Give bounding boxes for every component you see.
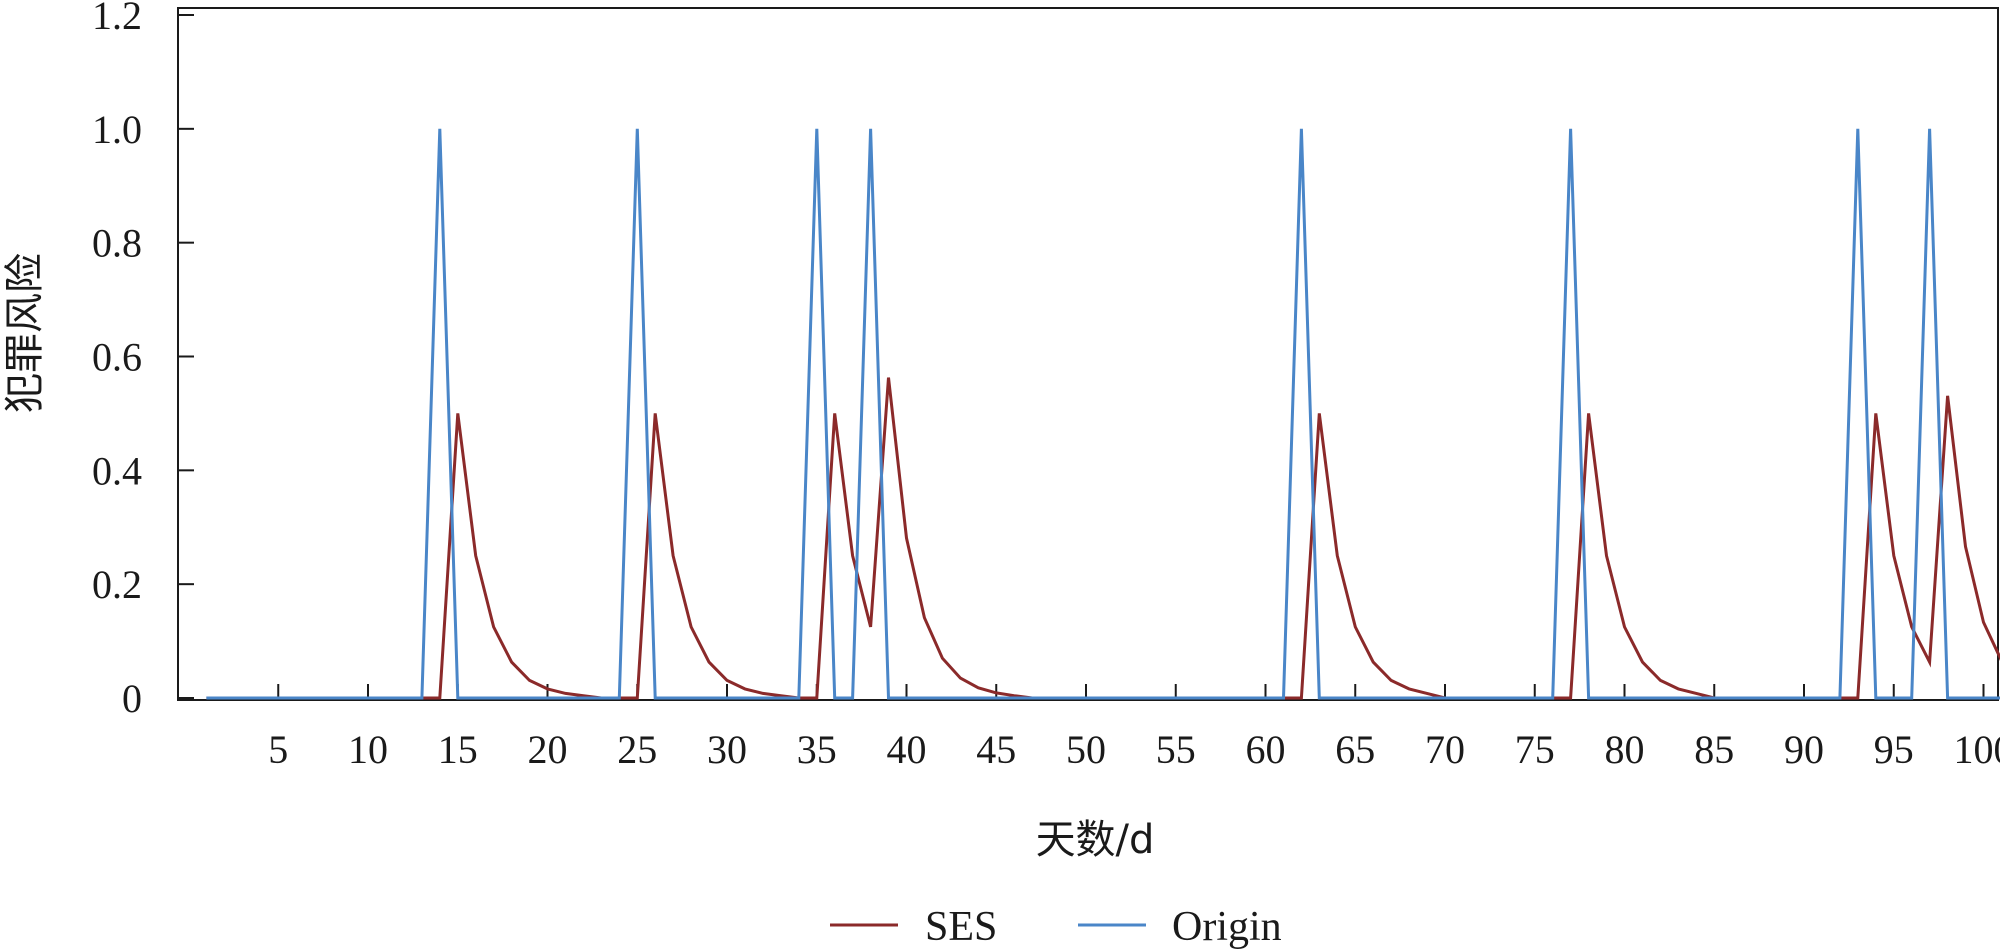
x-tick-label: 30 xyxy=(707,727,747,772)
x-tick-label: 100 xyxy=(1954,727,2000,772)
x-tick-label: 25 xyxy=(617,727,657,772)
x-tick-label: 50 xyxy=(1066,727,1106,772)
x-tick-label: 20 xyxy=(528,727,568,772)
legend: SES Origin xyxy=(830,904,1282,950)
x-tick-label: 70 xyxy=(1425,727,1465,772)
y-tick-label: 0 xyxy=(122,676,142,721)
x-tick-label: 60 xyxy=(1246,727,1286,772)
tick-labels: 5 10 15 20 25 30 35 40 45 50 55 60 65 70 75 80 85 90 95 10 0… xyxy=(92,0,2000,772)
y-axis-title: 犯罪风险 xyxy=(2,253,48,413)
x-tick-label: 75 xyxy=(1515,727,1555,772)
y-tick-label: 0.8 xyxy=(92,221,142,266)
series-origin-line xyxy=(206,128,2000,700)
x-tick-label: 10 xyxy=(348,727,388,772)
x-tick-label: 65 xyxy=(1335,727,1375,772)
x-tick-label: 95 xyxy=(1874,727,1914,772)
legend-label-origin: Origin xyxy=(1172,904,1282,950)
x-tick-label: 5 xyxy=(268,727,288,772)
legend-label-ses: SES xyxy=(925,904,997,950)
x-tick-label: 85 xyxy=(1694,727,1734,772)
x-tick-label: 35 xyxy=(797,727,837,772)
y-tick-label: 0.6 xyxy=(92,335,142,380)
x-tick-label: 45 xyxy=(976,727,1016,772)
x-tick-label: 55 xyxy=(1156,727,1196,772)
series-ses-line xyxy=(206,377,2000,700)
y-tick-label: 0.2 xyxy=(92,562,142,607)
x-tick-label: 80 xyxy=(1605,727,1645,772)
plot-series xyxy=(206,128,2000,700)
x-tick-label: 90 xyxy=(1784,727,1824,772)
axes xyxy=(177,7,1999,701)
y-tick-label: 0.4 xyxy=(92,448,142,493)
y-tick-label: 1.2 xyxy=(92,0,142,38)
x-tick-label: 15 xyxy=(438,727,478,772)
x-tick-label: 40 xyxy=(887,727,927,772)
y-tick-label: 1.0 xyxy=(92,107,142,152)
plot-frame xyxy=(177,7,1999,701)
x-axis-title: 天数/d xyxy=(1036,817,1155,863)
